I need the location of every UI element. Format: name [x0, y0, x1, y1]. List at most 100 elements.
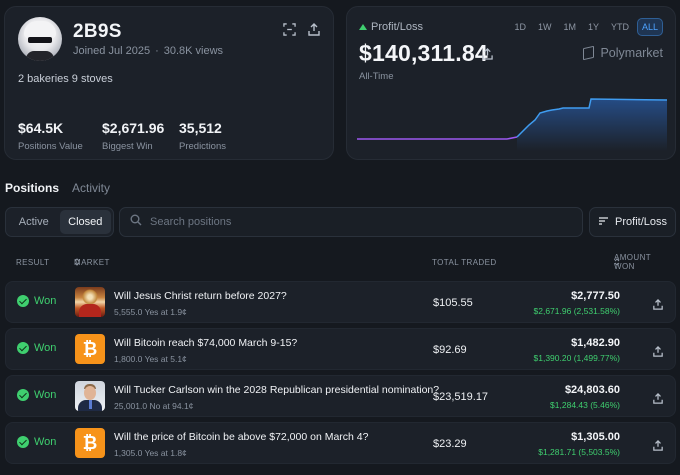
result-label: Won	[34, 295, 57, 307]
profit-loss-card: Profit/Loss $140,311.84 All-Time 1D 1W 1…	[346, 6, 676, 160]
result-label: Won	[34, 389, 57, 401]
stat-label: Biggest Win	[102, 141, 153, 152]
stat-value: $64.5K	[18, 120, 64, 136]
check-circle-icon	[17, 436, 29, 448]
polymarket-brand: Polymarket	[583, 45, 663, 61]
result-won: Won	[17, 295, 56, 307]
stat-label: Predictions	[179, 141, 226, 152]
pnl-chart	[357, 98, 667, 151]
position-detail: 1,800.0 Yes at 5.1¢	[114, 354, 187, 364]
share-icon[interactable]	[478, 45, 496, 63]
bitcoin-logo: ₿	[75, 428, 105, 458]
sort-chevron-icon	[614, 258, 620, 266]
stat-positions-value: $64.5K Positions Value	[18, 120, 83, 152]
total-traded: $23,519.17	[433, 391, 489, 403]
polymarket-logo-icon	[583, 45, 595, 61]
position-detail: 25,001.0 No at 94.1¢	[114, 401, 194, 411]
position-status-toggle: Active Closed	[5, 207, 114, 237]
sort-button[interactable]: Profit/Loss	[589, 207, 676, 237]
share-icon[interactable]	[649, 436, 667, 454]
total-traded: $92.69	[433, 344, 467, 356]
chart-line-early	[357, 136, 518, 140]
tab-positions[interactable]: Positions	[5, 181, 60, 195]
share-icon[interactable]	[305, 20, 323, 38]
qr-scan-icon[interactable]	[280, 20, 298, 38]
profit-gain: $1,284.43 (5.46%)	[550, 400, 620, 410]
range-1d[interactable]: 1D	[514, 22, 526, 32]
up-arrow-icon	[359, 24, 367, 30]
result-won: Won	[17, 342, 56, 354]
profile-meta: Joined Jul 2025 · 30.8K views	[73, 45, 223, 57]
share-icon[interactable]	[649, 389, 667, 407]
position-detail: 5,555.0 Yes at 1.9¢	[114, 307, 187, 317]
table-row[interactable]: Won ₿ Will the price of Bitcoin be above…	[5, 422, 676, 464]
profile-card: 2B9S Joined Jul 2025 · 30.8K views 2 baker…	[4, 6, 334, 160]
market-question[interactable]: Will Bitcoin reach $74,000 March 9-15?	[114, 337, 298, 349]
tab-activity[interactable]: Activity	[72, 181, 111, 195]
market-question[interactable]: Will the price of Bitcoin be above $72,0…	[114, 431, 369, 443]
share-icon[interactable]	[649, 295, 667, 313]
range-ytd[interactable]: YTD	[610, 22, 629, 32]
range-all[interactable]: ALL	[636, 18, 663, 36]
market-question[interactable]: Will Tucker Carlson win the 2028 Republi…	[114, 384, 440, 396]
active-button[interactable]: Active	[18, 216, 49, 228]
table-header: RESULT MARKET TOTAL TRADED AMOUNT WON	[0, 253, 680, 271]
header-result: RESULT	[16, 258, 50, 267]
profit-gain: $1,281.71 (5,503.5%)	[538, 447, 620, 457]
check-circle-icon	[17, 342, 29, 354]
stat-value: 35,512	[179, 120, 222, 136]
meta-separator: ·	[155, 45, 159, 57]
stat-predictions: 35,512 Predictions	[179, 120, 226, 152]
brand-name: Polymarket	[600, 46, 663, 60]
closed-button[interactable]: Closed	[59, 210, 111, 234]
sort-label: Profit/Loss	[615, 216, 667, 228]
range-1y[interactable]: 1Y	[587, 22, 599, 32]
profit-gain: $2,671.96 (2,531.58%)	[533, 306, 620, 316]
table-row[interactable]: Won Will Jesus Christ return before 2027…	[5, 281, 676, 323]
view-count: 30.8K views	[163, 45, 224, 57]
share-icon[interactable]	[649, 342, 667, 360]
search-icon	[130, 213, 142, 231]
profile-bio: 2 bakeries 9 stoves	[18, 73, 113, 85]
result-label: Won	[34, 342, 57, 354]
joined-date: Joined Jul 2025	[73, 45, 151, 57]
stat-biggest-win: $2,671.96 Biggest Win	[102, 120, 164, 152]
range-1m[interactable]: 1M	[563, 22, 576, 32]
header-amount-won[interactable]: AMOUNT WON	[614, 253, 651, 271]
chart-area	[517, 99, 667, 151]
chart-line	[516, 98, 667, 138]
profit-gain: $1,390.20 (1,499.77%)	[533, 353, 620, 363]
amount-won: $24,803.60	[564, 384, 620, 396]
header-market[interactable]: MARKET	[74, 258, 109, 267]
avatar[interactable]	[18, 17, 62, 61]
search-box	[119, 207, 583, 237]
stat-label: Positions Value	[18, 141, 83, 152]
table-row[interactable]: Won Will Tucker Carlson win the 2028 Rep…	[5, 375, 676, 417]
bitcoin-logo: ₿	[75, 334, 105, 364]
tucker-thumbnail	[75, 381, 105, 411]
amount-won: $1,482.90	[571, 337, 620, 349]
pnl-label-text: Profit/Loss	[371, 21, 423, 33]
market-question[interactable]: Will Jesus Christ return before 2027?	[114, 290, 287, 302]
sort-icon	[598, 216, 609, 229]
profile-username: 2B9S	[73, 21, 122, 42]
header-total-traded: TOTAL TRADED	[432, 258, 497, 267]
stat-value: $2,671.96	[102, 120, 165, 136]
position-detail: 1,305.0 Yes at 1.8¢	[114, 448, 187, 458]
amount-won: $1,305.00	[571, 431, 620, 443]
total-traded: $105.55	[433, 297, 473, 309]
sort-chevron-icon	[74, 258, 80, 266]
pnl-period: All-Time	[359, 71, 394, 82]
amount-won: $2,777.50	[571, 290, 620, 302]
check-circle-icon	[17, 389, 29, 401]
range-1w[interactable]: 1W	[537, 22, 552, 32]
result-label: Won	[34, 436, 57, 448]
table-row[interactable]: Won ₿ Will Bitcoin reach $74,000 March 9…	[5, 328, 676, 370]
profile-tabs: Positions Activity	[5, 181, 110, 195]
result-won: Won	[17, 389, 56, 401]
search-input[interactable]	[150, 216, 570, 228]
result-won: Won	[17, 436, 56, 448]
jesus-thumbnail	[75, 287, 105, 317]
header-amount-won-label: AMOUNT WON	[614, 253, 651, 271]
check-circle-icon	[17, 295, 29, 307]
